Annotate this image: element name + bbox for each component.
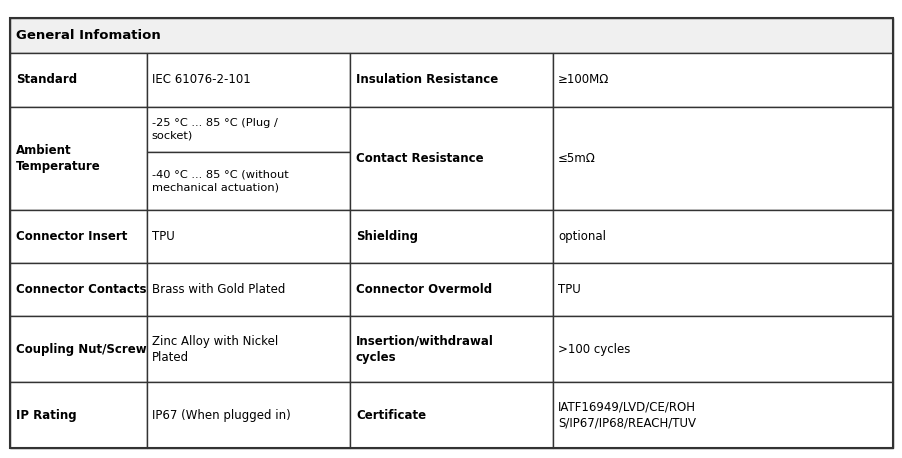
- Text: General Infomation: General Infomation: [16, 29, 161, 42]
- Text: Zinc Alloy with Nickel
Plated: Zinc Alloy with Nickel Plated: [152, 335, 278, 364]
- Bar: [10, 54, 147, 107]
- Text: TPU: TPU: [152, 230, 174, 243]
- Bar: [10, 316, 147, 382]
- Bar: [552, 107, 892, 210]
- Bar: [350, 263, 552, 316]
- Text: Standard: Standard: [16, 73, 77, 87]
- Text: Connector Insert: Connector Insert: [16, 230, 127, 243]
- Bar: [10, 210, 147, 263]
- Bar: [350, 382, 552, 448]
- Bar: [10, 263, 147, 316]
- Text: ≤5mΩ: ≤5mΩ: [557, 152, 595, 165]
- Text: IP Rating: IP Rating: [16, 409, 77, 422]
- Text: Ambient
Temperature: Ambient Temperature: [16, 144, 101, 173]
- Bar: [350, 210, 552, 263]
- Text: -40 °C ... 85 °C (without
mechanical actuation): -40 °C ... 85 °C (without mechanical act…: [152, 170, 289, 192]
- Bar: [147, 263, 350, 316]
- Text: ≥100MΩ: ≥100MΩ: [557, 73, 609, 87]
- Bar: [10, 382, 147, 448]
- Text: Shielding: Shielding: [355, 230, 418, 243]
- Text: optional: optional: [557, 230, 605, 243]
- Text: Connector Contacts: Connector Contacts: [16, 284, 146, 296]
- Bar: [147, 107, 350, 152]
- Text: IATF16949/LVD/CE/ROH
S/IP67/IP68/REACH/TUV: IATF16949/LVD/CE/ROH S/IP67/IP68/REACH/T…: [557, 401, 695, 430]
- Bar: [147, 316, 350, 382]
- Bar: [147, 54, 350, 107]
- Bar: [10, 18, 892, 54]
- Bar: [147, 382, 350, 448]
- Bar: [552, 263, 892, 316]
- Bar: [147, 152, 350, 210]
- Text: -25 °C ... 85 °C (Plug /
socket): -25 °C ... 85 °C (Plug / socket): [152, 118, 278, 141]
- Bar: [552, 54, 892, 107]
- Text: IEC 61076-2-101: IEC 61076-2-101: [152, 73, 251, 87]
- Bar: [350, 54, 552, 107]
- Bar: [552, 210, 892, 263]
- Text: Certificate: Certificate: [355, 409, 426, 422]
- Text: Brass with Gold Plated: Brass with Gold Plated: [152, 284, 285, 296]
- Bar: [147, 210, 350, 263]
- Bar: [10, 107, 147, 210]
- Bar: [350, 107, 552, 210]
- Bar: [552, 316, 892, 382]
- Text: IP67 (When plugged in): IP67 (When plugged in): [152, 409, 290, 422]
- Text: Coupling Nut/Screw: Coupling Nut/Screw: [16, 343, 146, 356]
- Text: Connector Overmold: Connector Overmold: [355, 284, 492, 296]
- Bar: [552, 382, 892, 448]
- Bar: [350, 316, 552, 382]
- Text: Insulation Resistance: Insulation Resistance: [355, 73, 498, 87]
- Text: Insertion/withdrawal
cycles: Insertion/withdrawal cycles: [355, 335, 493, 364]
- Text: Contact Resistance: Contact Resistance: [355, 152, 483, 165]
- Text: TPU: TPU: [557, 284, 580, 296]
- Text: >100 cycles: >100 cycles: [557, 343, 630, 356]
